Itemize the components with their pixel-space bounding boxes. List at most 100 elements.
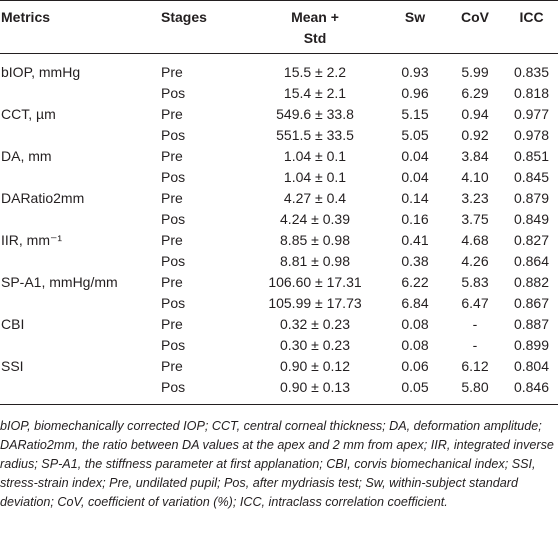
value-cell: 4.27 ± 0.4 xyxy=(283,190,347,206)
stage-cell: Pos xyxy=(161,85,186,101)
value-cell: 0.887 xyxy=(513,316,550,332)
metric-cell: SP-A1, mmHg/mm xyxy=(1,274,118,290)
metric-cell xyxy=(0,125,160,146)
metric-cell: IIR, mm⁻¹ xyxy=(1,232,63,248)
metric-cell xyxy=(0,377,160,405)
metric-cell: DARatio2mm xyxy=(1,190,85,206)
value-cell: 4.68 xyxy=(461,232,489,248)
value-cell: 0.38 xyxy=(401,253,429,269)
value-cell: 0.16 xyxy=(401,211,429,227)
table-row: Pos 0.90 ± 0.13 0.05 5.80 0.846 xyxy=(0,377,558,405)
table-row: SSI Pre 0.90 ± 0.12 0.06 6.12 0.804 xyxy=(0,356,558,377)
column-header: Mean + Std xyxy=(245,0,385,54)
value-cell: 6.84 xyxy=(401,295,429,311)
table-row: Pos 0.30 ± 0.23 0.08 - 0.899 xyxy=(0,335,558,356)
stage-cell: Pre xyxy=(161,64,183,80)
table-row: IIR, mm⁻¹ Pre 8.85 ± 0.98 0.41 4.68 0.827 xyxy=(0,230,558,251)
column-header: CoV xyxy=(445,0,505,54)
value-cell: 0.846 xyxy=(513,379,550,395)
stage-cell: Pre xyxy=(161,358,183,374)
table-row: Pos 1.04 ± 0.1 0.04 4.10 0.845 xyxy=(0,167,558,188)
value-cell: 0.879 xyxy=(513,190,550,206)
value-cell: 0.90 ± 0.12 xyxy=(280,358,350,374)
value-cell: 4.10 xyxy=(461,169,489,185)
stage-cell: Pos xyxy=(161,295,186,311)
value-cell: 3.75 xyxy=(461,211,489,227)
value-cell: 0.08 xyxy=(401,337,429,353)
column-header: Stages xyxy=(160,0,245,54)
header-row: Metrics Stages Mean + Std Sw CoV ICC xyxy=(0,0,558,54)
value-cell: 6.47 xyxy=(461,295,489,311)
metric-cell xyxy=(0,83,160,104)
table-row: Pos 8.81 ± 0.98 0.38 4.26 0.864 xyxy=(0,251,558,272)
stage-cell: Pre xyxy=(161,148,183,164)
value-cell: 0.30 ± 0.23 xyxy=(280,337,350,353)
value-cell: - xyxy=(472,337,478,353)
table-row: Pos 551.5 ± 33.5 5.05 0.92 0.978 xyxy=(0,125,558,146)
value-cell: 15.5 ± 2.2 xyxy=(283,64,347,80)
stage-cell: Pos xyxy=(161,337,186,353)
value-cell: 5.99 xyxy=(461,64,489,80)
value-cell: 0.14 xyxy=(401,190,429,206)
table-row: CCT, µm Pre 549.6 ± 33.8 5.15 0.94 0.977 xyxy=(0,104,558,125)
value-cell: 549.6 ± 33.8 xyxy=(276,106,354,122)
metric-cell xyxy=(0,335,160,356)
table-row: Pos 4.24 ± 0.39 0.16 3.75 0.849 xyxy=(0,209,558,230)
column-header: Sw xyxy=(385,0,445,54)
metric-cell: SSI xyxy=(1,358,24,374)
value-cell: - xyxy=(472,316,478,332)
value-cell: 0.851 xyxy=(513,148,550,164)
value-cell: 551.5 ± 33.5 xyxy=(276,127,354,143)
value-cell: 0.845 xyxy=(513,169,550,185)
metric-cell xyxy=(0,167,160,188)
value-cell: 0.818 xyxy=(513,85,550,101)
value-cell: 0.32 ± 0.23 xyxy=(280,316,350,332)
table-row: CBI Pre 0.32 ± 0.23 0.08 - 0.887 xyxy=(0,314,558,335)
value-cell: 6.22 xyxy=(401,274,429,290)
table-row: bIOP, mmHg Pre 15.5 ± 2.2 0.93 5.99 0.835 xyxy=(0,54,558,84)
metric-cell: bIOP, mmHg xyxy=(1,64,81,80)
value-cell: 0.92 xyxy=(461,127,489,143)
metric-cell xyxy=(0,209,160,230)
value-cell: 4.24 ± 0.39 xyxy=(280,211,350,227)
table-row: Pos 15.4 ± 2.1 0.96 6.29 0.818 xyxy=(0,83,558,104)
value-cell: 0.804 xyxy=(513,358,550,374)
value-cell: 0.864 xyxy=(513,253,550,269)
value-cell: 0.04 xyxy=(401,148,429,164)
value-cell: 4.26 xyxy=(461,253,489,269)
value-cell: 1.04 ± 0.1 xyxy=(283,148,347,164)
value-cell: 0.977 xyxy=(513,106,550,122)
stage-cell: Pre xyxy=(161,190,183,206)
value-cell: 0.882 xyxy=(513,274,550,290)
stage-cell: Pos xyxy=(161,211,186,227)
value-cell: 3.23 xyxy=(461,190,489,206)
value-cell: 0.41 xyxy=(401,232,429,248)
table-row: DARatio2mm Pre 4.27 ± 0.4 0.14 3.23 0.879 xyxy=(0,188,558,209)
column-header: ICC xyxy=(505,0,558,54)
value-cell: 6.29 xyxy=(461,85,489,101)
value-cell: 0.05 xyxy=(401,379,429,395)
column-header: Metrics xyxy=(0,0,160,54)
metric-cell: CBI xyxy=(1,316,25,332)
value-cell: 0.978 xyxy=(513,127,550,143)
value-cell: 5.83 xyxy=(461,274,489,290)
value-cell: 8.81 ± 0.98 xyxy=(280,253,350,269)
value-cell: 0.08 xyxy=(401,316,429,332)
value-cell: 5.15 xyxy=(401,106,429,122)
value-cell: 0.90 ± 0.13 xyxy=(280,379,350,395)
value-cell: 0.867 xyxy=(513,295,550,311)
value-cell: 0.06 xyxy=(401,358,429,374)
value-cell: 6.12 xyxy=(461,358,489,374)
metric-cell xyxy=(0,293,160,314)
stage-cell: Pre xyxy=(161,106,183,122)
value-cell: 0.835 xyxy=(513,64,550,80)
stage-cell: Pos xyxy=(161,379,186,395)
value-cell: 0.899 xyxy=(513,337,550,353)
table-row: Pos 105.99 ± 17.73 6.84 6.47 0.867 xyxy=(0,293,558,314)
table-body: bIOP, mmHg Pre 15.5 ± 2.2 0.93 5.99 0.835 Pos 1… xyxy=(0,54,558,405)
data-table: Metrics Stages Mean + Std Sw CoV ICC bIOP, mm… xyxy=(0,0,558,405)
stage-cell: Pre xyxy=(161,274,183,290)
footnote: bIOP, biomechanically corrected IOP; CCT… xyxy=(0,419,554,509)
metric-cell xyxy=(0,251,160,272)
